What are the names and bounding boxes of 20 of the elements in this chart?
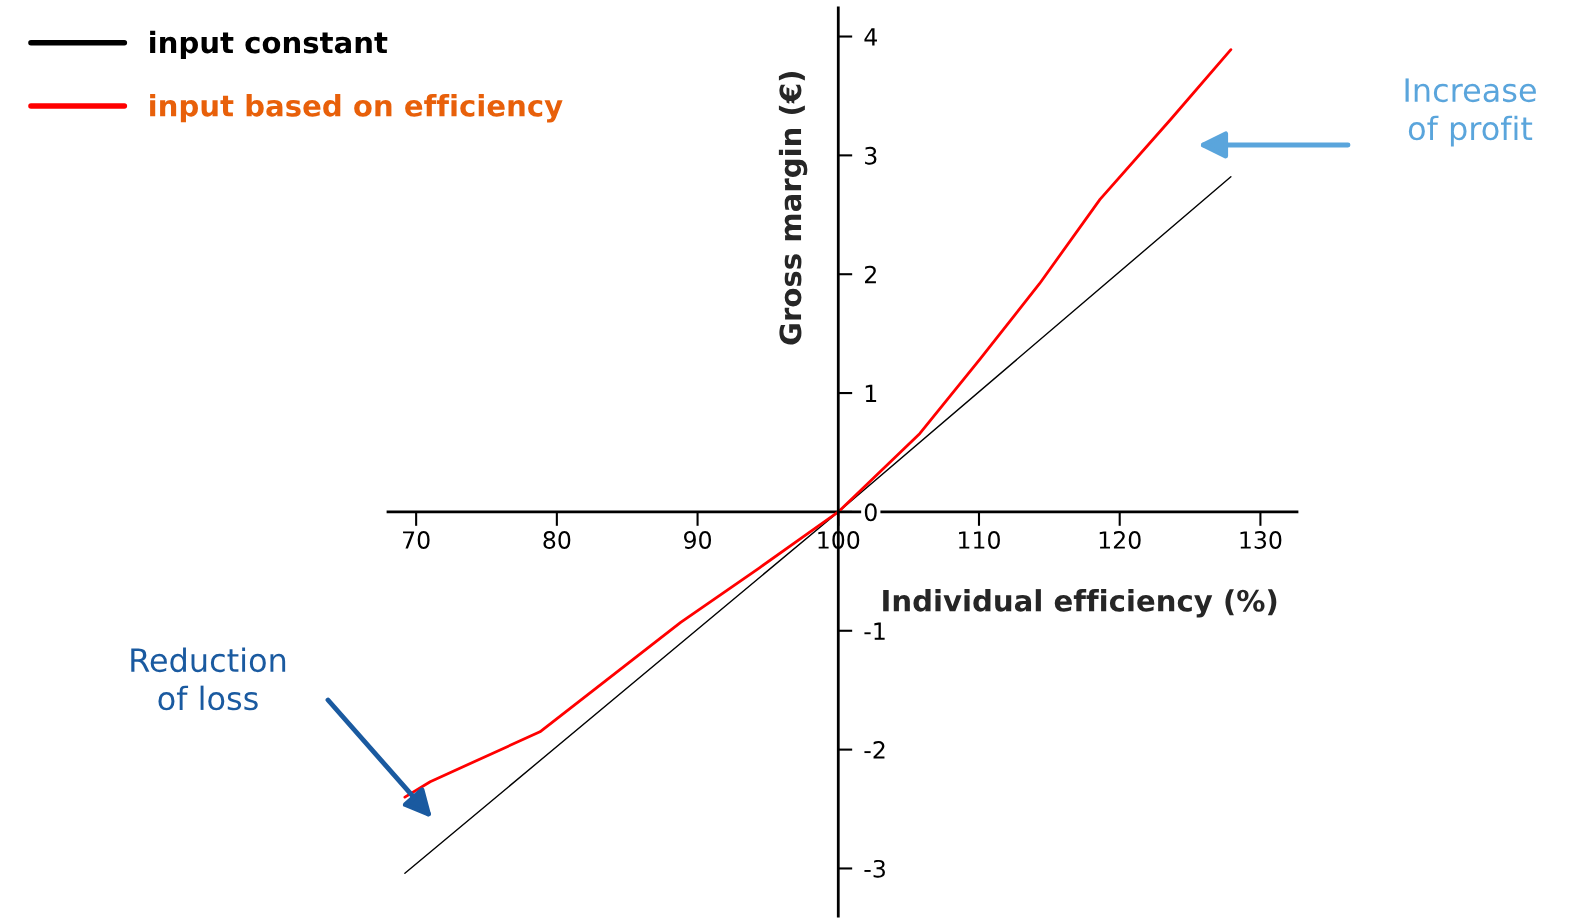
y-tick-label: -3 (864, 859, 885, 878)
y-tick-label: 4 (864, 28, 877, 46)
x-tick-label: 130 (1240, 531, 1282, 549)
x-axis-title: Individual efficiency (%) (883, 589, 1277, 618)
x-tick-label: 110 (959, 531, 1000, 549)
x-tick-label: 70 (403, 531, 430, 549)
y-tick-label: -1 (864, 622, 885, 640)
text: Increase of profit (1405, 78, 1536, 147)
legend-label: input constant (150, 30, 388, 60)
legend-label: input based on efficiency (150, 94, 563, 123)
y-tick-label: 0 (864, 503, 877, 522)
x-tick-label: 90 (684, 531, 712, 549)
x-tick-label: 80 (543, 531, 571, 549)
y-axis-title: Gross margin (€) (778, 72, 808, 345)
y-tick-label: 3 (865, 146, 877, 165)
y-tick-label: 1 (865, 384, 877, 403)
text: Reduction of loss (131, 647, 286, 711)
y-tick-label: 2 (865, 265, 876, 284)
y-tick-label: -2 (864, 741, 885, 759)
x-tick-label: 120 (1099, 531, 1141, 549)
